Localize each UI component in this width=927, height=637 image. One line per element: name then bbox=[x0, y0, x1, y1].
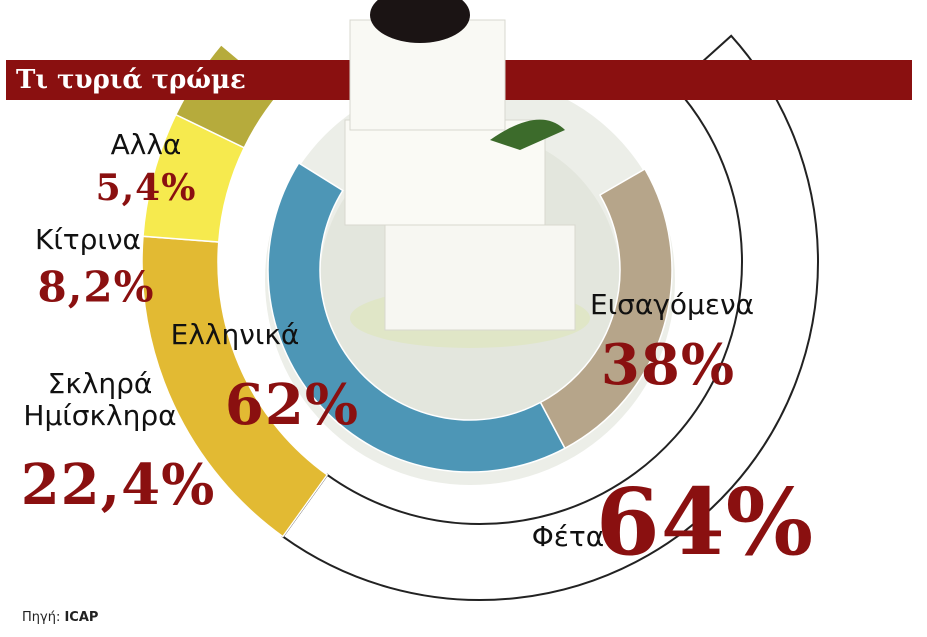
category-label: Ελληνικά bbox=[170, 318, 300, 351]
donut-segment bbox=[267, 161, 566, 473]
category-label: Εισαγόμενα bbox=[589, 288, 755, 321]
category-label: Κίτρινα bbox=[34, 223, 142, 256]
value-label: 62% bbox=[224, 372, 360, 438]
donut-segment bbox=[281, 34, 819, 601]
value-label: 5,4% bbox=[95, 167, 197, 209]
category-label: Σκληρά Ημίσκληρα bbox=[23, 367, 177, 432]
value-label: 8,2% bbox=[37, 262, 155, 312]
category-label: Φέτα bbox=[531, 520, 605, 553]
value-label: 22,4% bbox=[20, 452, 216, 518]
source-name: ICAP bbox=[64, 610, 99, 625]
donut-segment bbox=[539, 167, 673, 450]
source: Πηγή: ICAP bbox=[22, 610, 98, 625]
value-label: 38% bbox=[600, 332, 736, 398]
source-label: Πηγή: bbox=[22, 610, 61, 625]
category-label: Αλλα bbox=[110, 128, 182, 161]
value-label: 64% bbox=[595, 468, 815, 576]
